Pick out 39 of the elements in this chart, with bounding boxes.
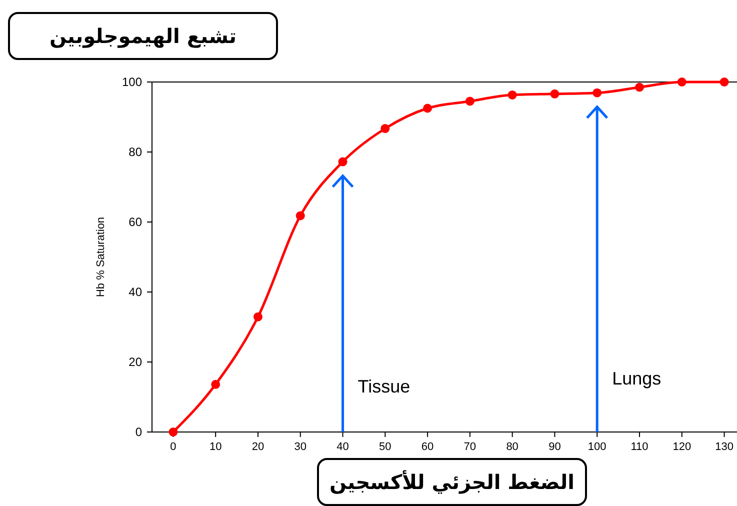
point <box>550 89 560 98</box>
x-tick-label: 70 <box>464 441 476 453</box>
x-tick-label: 10 <box>209 441 222 453</box>
y-tick-label: 0 <box>135 425 142 439</box>
point <box>465 96 474 106</box>
y-tick-label: 60 <box>128 215 142 229</box>
x-tick-label: 50 <box>379 441 392 453</box>
y-axis-title: Hb % Saturation <box>95 216 107 298</box>
point <box>253 312 262 322</box>
ref-line-label: Tissue <box>358 376 410 396</box>
x-tick-label: 80 <box>506 441 518 453</box>
x-tick-label: 60 <box>421 441 434 453</box>
y-tick-label: 80 <box>128 145 142 159</box>
point <box>296 211 305 220</box>
y-tick-label: 100 <box>122 75 142 89</box>
point <box>592 88 602 98</box>
x-tick-label: 100 <box>588 441 606 453</box>
point <box>508 90 517 100</box>
x-tick-label: 30 <box>294 441 306 453</box>
point <box>635 82 644 92</box>
x-tick-label: 130 <box>715 441 734 453</box>
x-axis-title: الضغط الجزئي للأكسجين <box>330 470 574 494</box>
point <box>677 78 686 86</box>
chart-title: تشبع الهيموجلوبين <box>49 24 237 48</box>
point <box>380 124 390 134</box>
x-tick-label: 90 <box>548 441 561 453</box>
x-tick-label: 110 <box>630 441 648 453</box>
point <box>338 157 348 166</box>
y-tick-label: 20 <box>128 355 142 369</box>
point <box>211 380 220 389</box>
x-tick-label: 0 <box>170 441 176 453</box>
point <box>423 104 432 113</box>
point <box>168 428 178 436</box>
x-tick-label: 120 <box>672 441 692 453</box>
y-tick-label: 40 <box>128 285 142 299</box>
x-tick-label: 40 <box>336 441 349 453</box>
point <box>720 78 729 86</box>
ref-line-label: Lungs <box>612 368 662 388</box>
x-tick-label: 20 <box>252 441 264 453</box>
